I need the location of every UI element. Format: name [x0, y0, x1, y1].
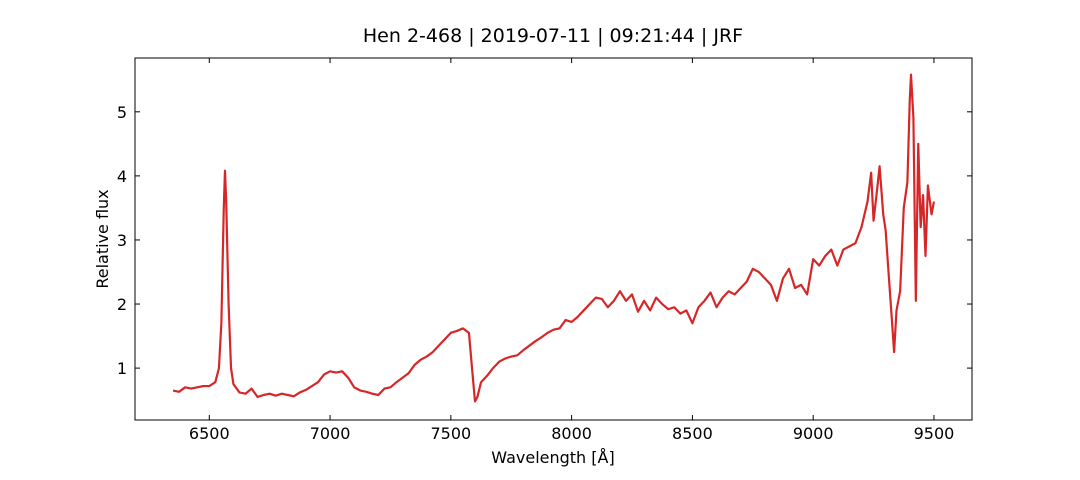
y-tick-label: 5 — [117, 103, 127, 122]
y-tick-label: 1 — [117, 359, 127, 378]
spectrum-line — [172, 73, 936, 403]
x-tick-label: 7000 — [310, 424, 351, 443]
chart-title: Hen 2-468 | 2019-07-11 | 09:21:44 | JRF — [363, 25, 743, 47]
x-tick-label: 9500 — [914, 424, 955, 443]
y-axis-label: Relative flux — [93, 189, 112, 288]
y-tick-label: 2 — [117, 295, 127, 314]
x-tick-label: 8500 — [672, 424, 713, 443]
x-tick-label: 6500 — [189, 424, 230, 443]
y-tick-label: 3 — [117, 231, 127, 250]
y-tick-label: 4 — [117, 167, 127, 186]
x-tick-label: 7500 — [430, 424, 471, 443]
plot-frame — [134, 57, 973, 421]
x-tick-label: 8000 — [551, 424, 592, 443]
x-axis-label: Wavelength [Å] — [491, 448, 614, 467]
x-tick-label: 9000 — [793, 424, 834, 443]
